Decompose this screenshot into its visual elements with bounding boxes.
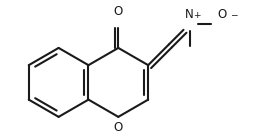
Text: −: − <box>230 11 237 20</box>
Text: N: N <box>185 8 194 21</box>
Text: O: O <box>114 121 123 134</box>
Text: O: O <box>114 5 123 18</box>
Text: O: O <box>218 8 227 21</box>
Text: +: + <box>193 11 200 20</box>
